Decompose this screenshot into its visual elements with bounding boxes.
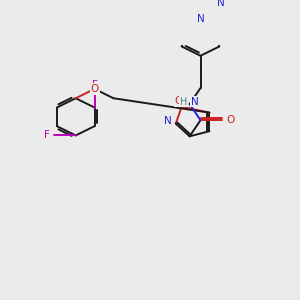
Text: N: N (217, 0, 224, 8)
Text: O: O (90, 84, 99, 94)
Text: O: O (226, 115, 234, 125)
Text: N: N (197, 14, 204, 23)
Text: F: F (92, 80, 98, 90)
Text: H: H (180, 97, 188, 106)
Text: N: N (164, 116, 172, 126)
Text: O: O (175, 96, 183, 106)
Text: F: F (44, 130, 50, 140)
Text: N: N (191, 97, 199, 106)
